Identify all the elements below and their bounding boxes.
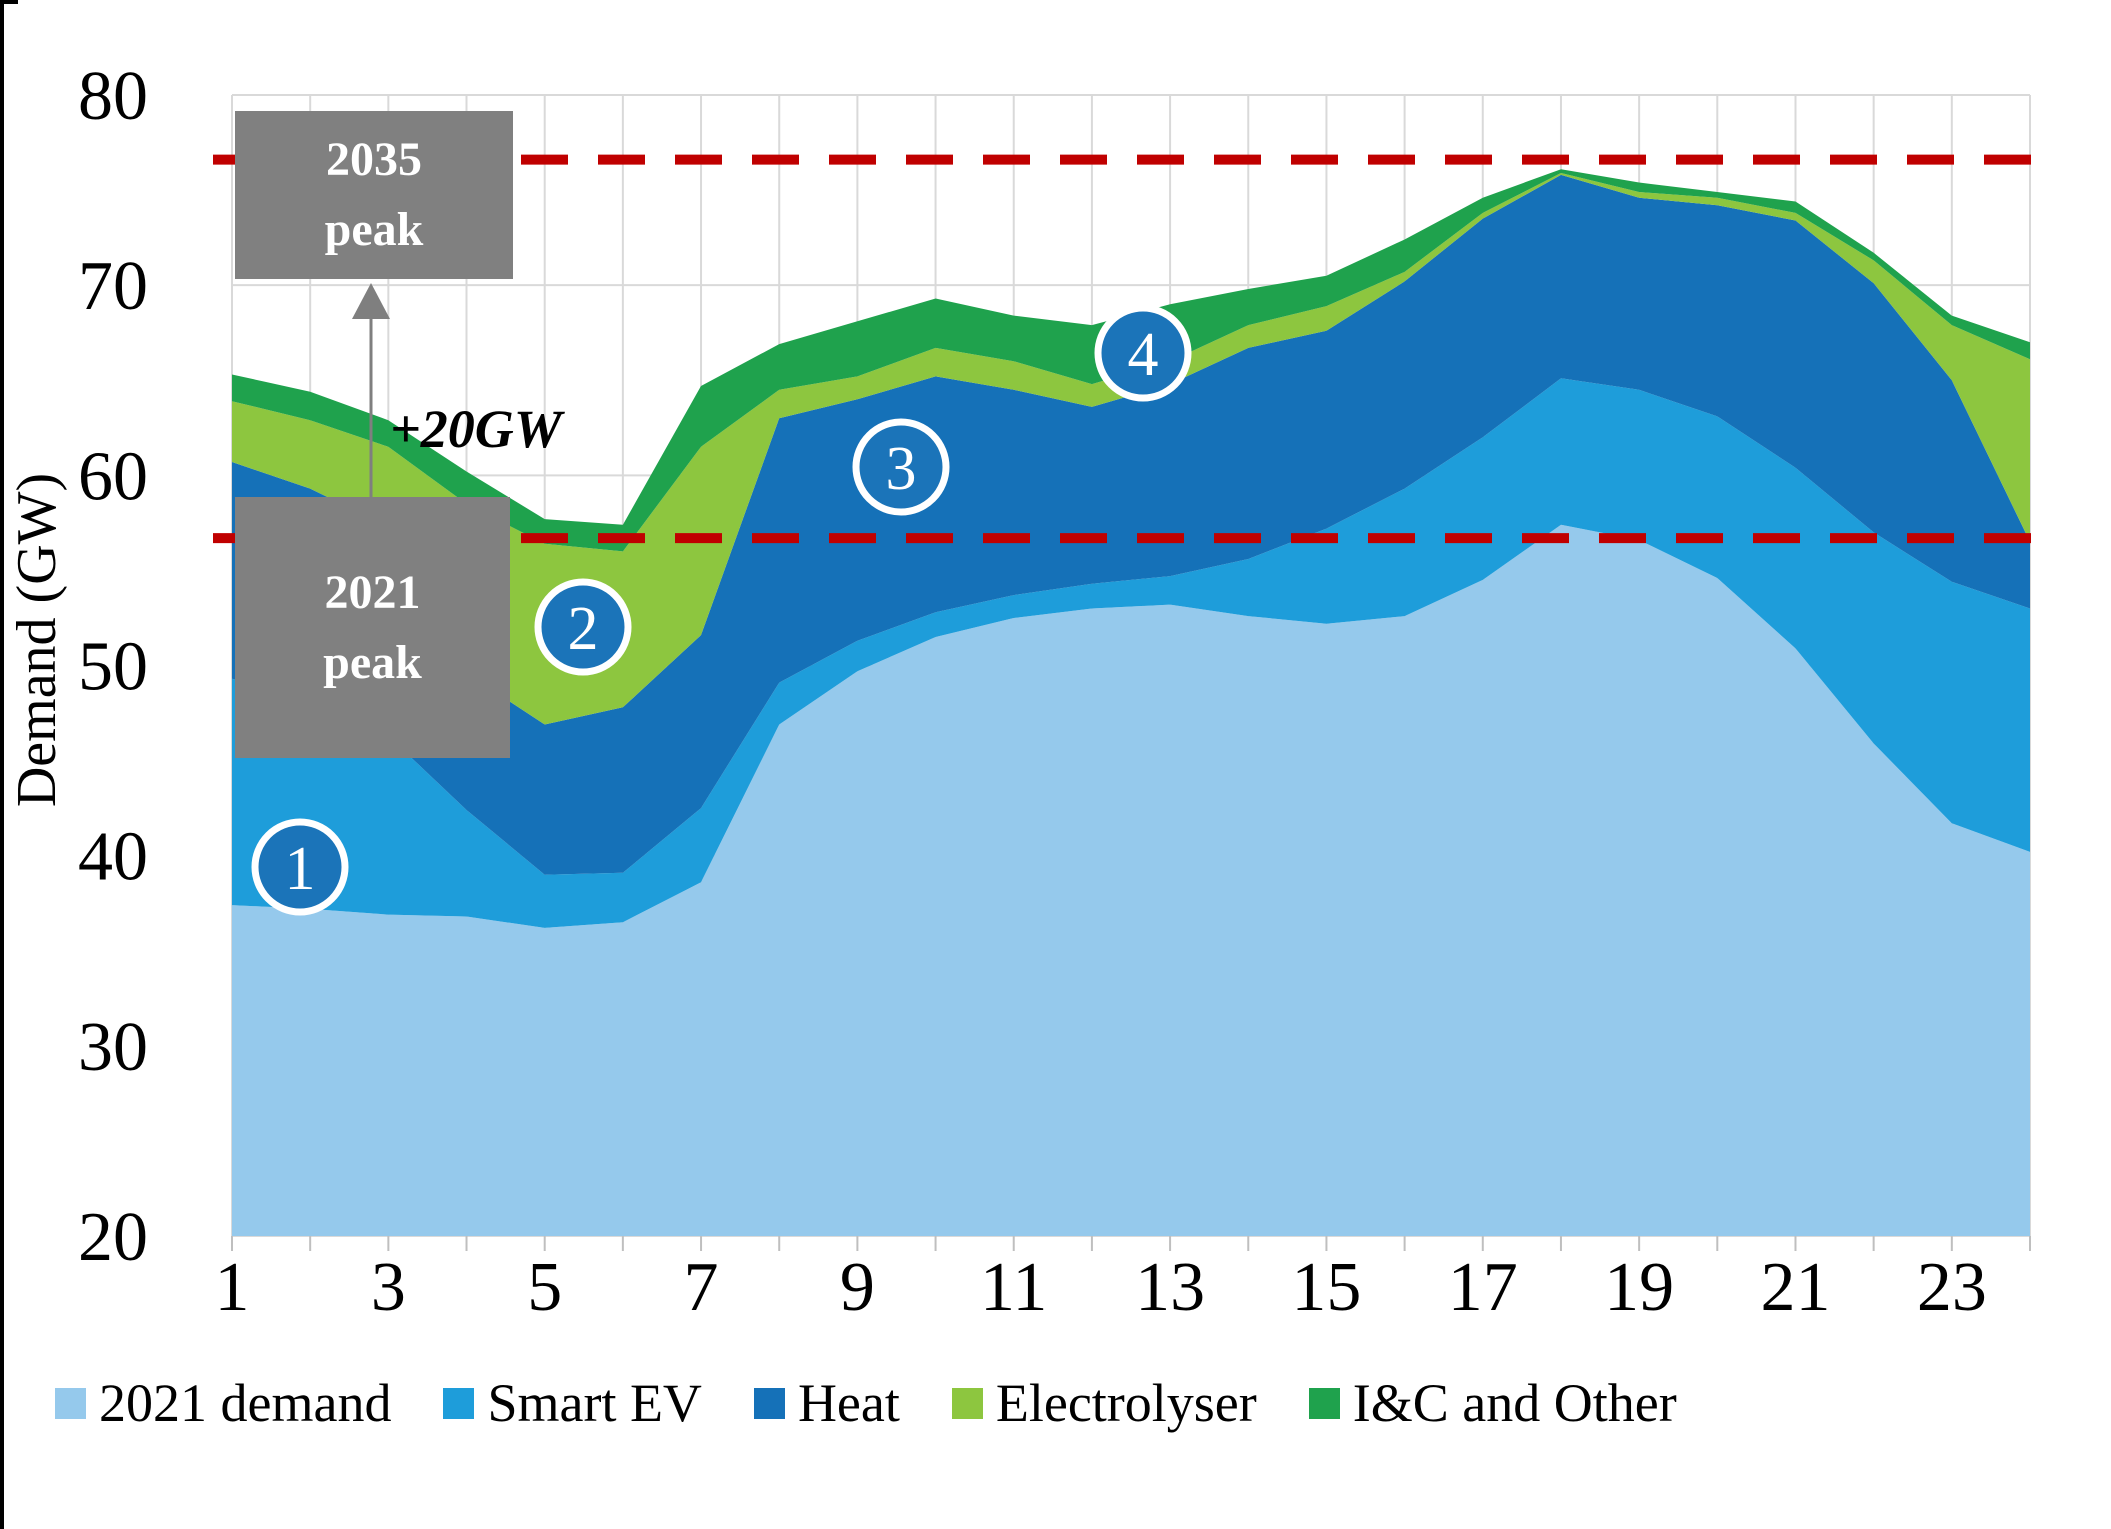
x-tick-label: 9	[840, 1249, 875, 1326]
x-tick-label: 5	[527, 1249, 562, 1326]
y-tick-label: 20	[78, 1199, 148, 1276]
legend-swatch-icon	[753, 1387, 785, 1419]
annotation-2035-line1: 2035	[326, 133, 422, 187]
y-tick-label: 50	[78, 629, 148, 706]
area-heat	[232, 174, 2030, 875]
area-smart-ev	[232, 378, 2030, 928]
annotation-box-2035-peak: 2035 peak	[235, 111, 513, 279]
x-tick-label: 7	[684, 1249, 719, 1326]
x-tick-label: 19	[1604, 1249, 1674, 1326]
legend-label: 2021 demand	[99, 1373, 392, 1433]
peak-arrow-head	[352, 283, 390, 319]
legend-label: Smart EV	[487, 1373, 702, 1433]
x-tick-label: 11	[980, 1249, 1047, 1326]
legend: 2021 demand Smart EV Heat Electrolyser I&C a…	[55, 1372, 1677, 1434]
x-tick-label: 17	[1448, 1249, 1518, 1326]
legend-swatch-icon	[443, 1387, 475, 1419]
marker-number-1: 1	[285, 835, 316, 903]
annotation-2021-line2: peak	[323, 635, 422, 689]
area-2021-demand	[232, 524, 2030, 1236]
legend-swatch-icon	[55, 1387, 86, 1419]
x-tick-label: 15	[1291, 1249, 1361, 1326]
y-axis-title: Demand (GW)	[6, 473, 68, 807]
marker-circle-4	[1094, 304, 1192, 402]
annotation-2035-line2: peak	[324, 203, 424, 256]
window-edge-left	[0, 0, 4, 1529]
x-tick-label: 1	[215, 1249, 250, 1326]
annotation-box-2021-peak: 2021 peak	[235, 497, 510, 758]
y-tick-label: 70	[78, 248, 148, 325]
marker-circle-1	[251, 818, 349, 916]
plus-20gw-label: +20GW	[390, 399, 562, 459]
legend-label: I&C and Other	[1352, 1373, 1677, 1433]
marker-number-3: 3	[886, 435, 917, 503]
legend-item-i-c-and-other: I&C and Other	[1308, 1372, 1677, 1434]
legend-label: Electrolyser	[995, 1373, 1257, 1433]
window-edge-top	[0, 0, 18, 4]
x-tick-label: 21	[1760, 1249, 1830, 1326]
x-tick-label: 23	[1917, 1249, 1987, 1326]
legend-item-smart-ev: Smart EV	[443, 1372, 702, 1434]
marker-circle-2	[534, 578, 632, 676]
annotation-2021-line1: 2021	[324, 565, 421, 619]
legend-swatch-icon	[1308, 1387, 1340, 1419]
area-electrolyser	[232, 173, 2030, 725]
y-tick-label: 30	[78, 1009, 148, 1086]
y-tick-label: 60	[78, 438, 148, 515]
legend-item-2021-demand: 2021 demand	[55, 1372, 391, 1434]
marker-circle-3	[852, 418, 950, 516]
x-tick-label: 3	[371, 1249, 406, 1326]
x-tick-label: 13	[1135, 1249, 1205, 1326]
legend-item-heat: Heat	[753, 1372, 900, 1434]
y-tick-label: 40	[78, 819, 148, 896]
y-tick-label: 80	[78, 58, 148, 135]
marker-number-2: 2	[568, 595, 599, 663]
legend-swatch-icon	[951, 1387, 983, 1419]
legend-item-electrolyser: Electrolyser	[951, 1372, 1257, 1434]
legend-label: Heat	[797, 1373, 900, 1433]
marker-number-4: 4	[1128, 321, 1159, 389]
